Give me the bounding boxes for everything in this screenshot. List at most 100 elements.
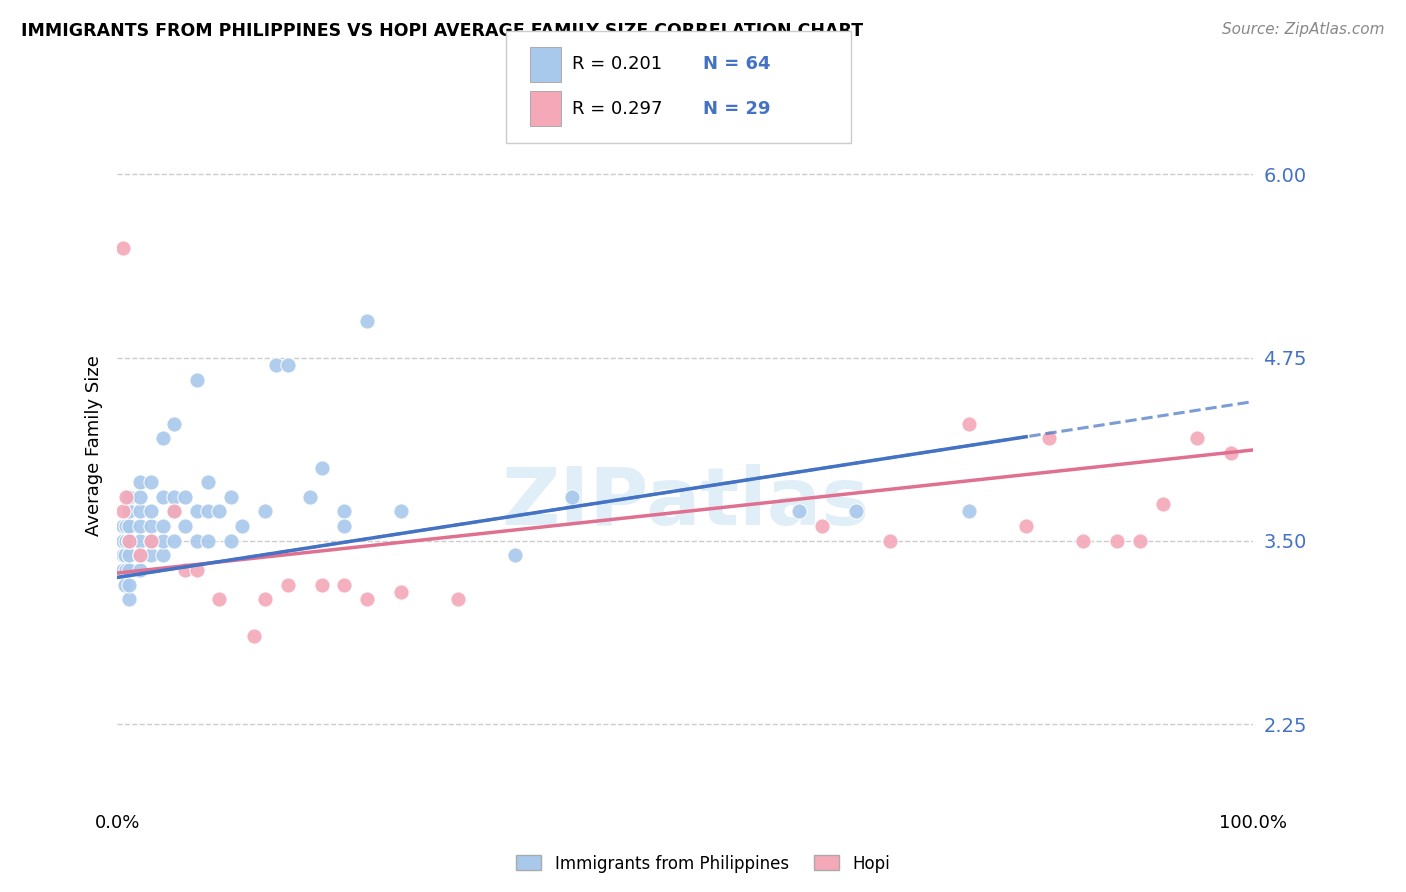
Point bbox=[163, 533, 186, 548]
Point bbox=[810, 519, 832, 533]
Point bbox=[117, 563, 139, 577]
Point bbox=[197, 475, 219, 490]
Point bbox=[845, 504, 868, 518]
Point bbox=[219, 490, 242, 504]
Point bbox=[129, 519, 152, 533]
Point bbox=[117, 578, 139, 592]
Point bbox=[389, 504, 412, 518]
Point bbox=[152, 490, 174, 504]
Point bbox=[561, 490, 583, 504]
Point bbox=[311, 578, 333, 592]
Point bbox=[129, 490, 152, 504]
Point bbox=[141, 475, 163, 490]
Text: ZIPatlas: ZIPatlas bbox=[501, 464, 869, 542]
Point bbox=[1038, 431, 1060, 445]
Point bbox=[264, 358, 287, 372]
Point bbox=[333, 519, 356, 533]
Point bbox=[117, 519, 139, 533]
Point bbox=[111, 519, 134, 533]
Point bbox=[787, 504, 810, 518]
Point bbox=[231, 519, 253, 533]
Point bbox=[129, 549, 152, 563]
Point bbox=[141, 533, 163, 548]
Text: N = 29: N = 29 bbox=[703, 100, 770, 118]
Text: N = 64: N = 64 bbox=[703, 55, 770, 73]
Point bbox=[111, 549, 134, 563]
Point bbox=[152, 431, 174, 445]
Point bbox=[117, 533, 139, 548]
Text: IMMIGRANTS FROM PHILIPPINES VS HOPI AVERAGE FAMILY SIZE CORRELATION CHART: IMMIGRANTS FROM PHILIPPINES VS HOPI AVER… bbox=[21, 22, 863, 40]
Point bbox=[111, 241, 134, 255]
Point bbox=[117, 549, 139, 563]
Point bbox=[163, 490, 186, 504]
Point bbox=[957, 417, 980, 431]
Point bbox=[277, 578, 299, 592]
Point bbox=[117, 533, 139, 548]
Point bbox=[219, 533, 242, 548]
Point bbox=[141, 504, 163, 518]
Point bbox=[114, 578, 136, 592]
Point bbox=[389, 585, 412, 599]
Point bbox=[141, 519, 163, 533]
Point bbox=[111, 533, 134, 548]
Point bbox=[1015, 519, 1038, 533]
Point bbox=[163, 417, 186, 431]
Point bbox=[957, 504, 980, 518]
Y-axis label: Average Family Size: Average Family Size bbox=[86, 355, 103, 536]
Point bbox=[115, 563, 138, 577]
Point bbox=[129, 563, 152, 577]
Point bbox=[115, 519, 138, 533]
Point bbox=[174, 519, 197, 533]
Point bbox=[333, 504, 356, 518]
Point bbox=[503, 549, 526, 563]
Point bbox=[115, 490, 138, 504]
Point bbox=[1071, 533, 1094, 548]
Point bbox=[197, 533, 219, 548]
Point bbox=[1152, 497, 1174, 511]
Point bbox=[152, 549, 174, 563]
Point bbox=[163, 504, 186, 518]
Point bbox=[253, 592, 276, 607]
Point bbox=[356, 592, 378, 607]
Point bbox=[117, 504, 139, 518]
Point bbox=[299, 490, 322, 504]
Point bbox=[111, 563, 134, 577]
Point bbox=[129, 549, 152, 563]
Point bbox=[186, 373, 208, 387]
Point bbox=[356, 314, 378, 328]
Point bbox=[152, 519, 174, 533]
Point bbox=[163, 504, 186, 518]
Point bbox=[242, 629, 264, 643]
Point bbox=[253, 504, 276, 518]
Text: R = 0.297: R = 0.297 bbox=[572, 100, 662, 118]
Point bbox=[1219, 446, 1241, 460]
Point bbox=[152, 533, 174, 548]
Point bbox=[129, 475, 152, 490]
Text: Source: ZipAtlas.com: Source: ZipAtlas.com bbox=[1222, 22, 1385, 37]
Point bbox=[141, 549, 163, 563]
Point bbox=[174, 490, 197, 504]
Point bbox=[186, 563, 208, 577]
Point bbox=[879, 533, 901, 548]
Point bbox=[115, 533, 138, 548]
Point bbox=[197, 504, 219, 518]
Point bbox=[117, 592, 139, 607]
Point bbox=[208, 504, 231, 518]
Text: R = 0.201: R = 0.201 bbox=[572, 55, 662, 73]
Point bbox=[141, 533, 163, 548]
Point bbox=[117, 490, 139, 504]
Point bbox=[333, 578, 356, 592]
Point bbox=[186, 504, 208, 518]
Point bbox=[174, 563, 197, 577]
Point bbox=[129, 504, 152, 518]
Point bbox=[186, 533, 208, 548]
Point bbox=[311, 460, 333, 475]
Legend: Immigrants from Philippines, Hopi: Immigrants from Philippines, Hopi bbox=[509, 848, 897, 880]
Point bbox=[129, 533, 152, 548]
Point bbox=[1107, 533, 1129, 548]
Point bbox=[447, 592, 470, 607]
Point bbox=[111, 504, 134, 518]
Point bbox=[1129, 533, 1152, 548]
Point bbox=[277, 358, 299, 372]
Point bbox=[208, 592, 231, 607]
